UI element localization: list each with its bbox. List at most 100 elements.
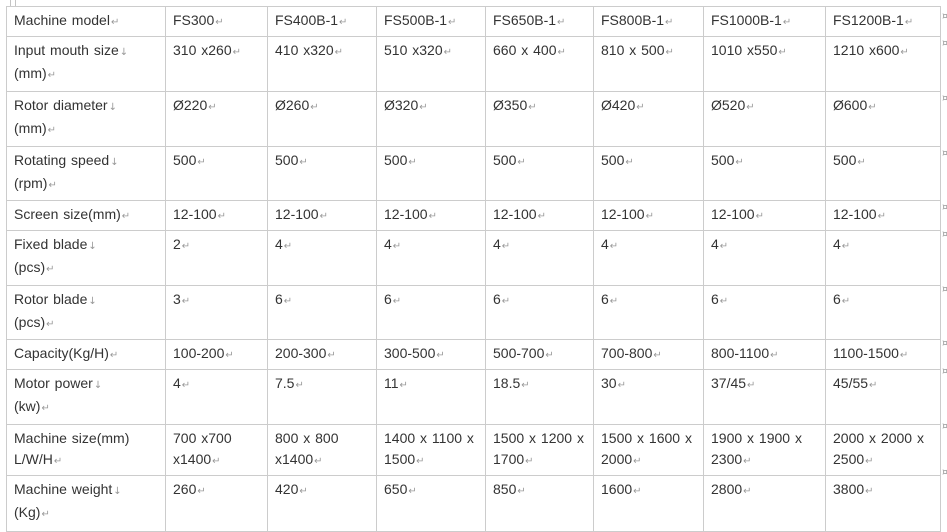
table-row-input-mouth-size: Input mouth size↓ (mm)↵ 310 x260↵ 410 x320↵… — [6, 36, 941, 92]
cell-text: 30 — [601, 375, 617, 391]
row-end-mark: ¤ — [942, 338, 947, 349]
cell-screen-size-col7: 12-100↵ — [825, 200, 941, 231]
cell-text: Ø220 — [173, 97, 208, 113]
cell-text: 4 — [173, 375, 181, 391]
paragraph-mark: ↵ — [215, 17, 224, 28]
cell-machine-size-col5: 1500 x 1600 x 2000↵ — [593, 424, 704, 476]
paragraph-mark: ↵ — [537, 211, 546, 222]
paragraph-mark: ↵ — [877, 211, 886, 222]
cell-text: 6 — [601, 291, 609, 307]
paragraph-mark: ↵ — [501, 241, 511, 252]
paragraph-mark: ↵ — [528, 102, 537, 113]
paragraph-mark: ↵ — [339, 17, 348, 28]
cell-text: (Kg) — [14, 504, 41, 520]
paragraph-mark: ↵ — [408, 486, 417, 497]
cell-text: 1210 x600 — [833, 42, 900, 58]
cell-text: 11 — [384, 375, 399, 391]
paragraph-mark: ↵ — [443, 47, 452, 58]
paragraph-mark: ↵ — [299, 157, 308, 168]
paragraph-mark: ↵ — [517, 486, 526, 497]
row-label-motor-power: Motor power↓ (kw)↵ — [6, 369, 166, 425]
cell-machine-size-col1: 700 x700 x1400↵ — [165, 424, 268, 476]
cell-rotor-blade-col4: 6↵ — [485, 285, 594, 340]
cell-fixed-blade-col7: 4↵ — [825, 230, 941, 286]
paragraph-mark: ↵ — [746, 102, 755, 113]
paragraph-mark: ↵ — [319, 211, 328, 222]
cell-screen-size-col2: 12-100↵ — [267, 200, 377, 231]
paragraph-mark: ↵ — [283, 241, 293, 252]
cell-machine-size-col7: 2000 x 2000 x 2500↵ — [825, 424, 941, 476]
paragraph-mark: ↵ — [719, 241, 729, 252]
cell-text: (pcs) — [14, 314, 46, 330]
cell-text: 800 x 800 x1400 — [275, 430, 339, 467]
cell-machine-weight-col5: 1600↵ — [593, 475, 704, 532]
row-label-rotating-speed: Rotating speed↓ (rpm)↵ — [6, 146, 166, 201]
cell-rotor-diameter-col2: Ø260↵ — [267, 91, 377, 147]
table-row-machine-weight: Machine weight↓ (Kg)↵ 260↵ 420↵ 650↵ 850↵ 1600… — [6, 475, 941, 532]
cell-machine-model-col2: FS400B-1↵ — [267, 6, 377, 37]
cell-machine-weight-col7: 3800↵ — [825, 475, 941, 532]
cell-text: Screen size(mm) — [14, 206, 121, 222]
cell-text: 2800 — [711, 481, 743, 497]
cell-text: 500 — [493, 152, 517, 168]
cell-text: 300-500 — [384, 345, 436, 361]
table-row-rotating-speed: Rotating speed↓ (rpm)↵ 500↵ 500↵ 500↵ 500↵ 500… — [6, 146, 941, 201]
cell-capacity-col5: 700-800↵ — [593, 339, 704, 370]
cell-text: 1500 x 1200 x 1700 — [493, 430, 584, 467]
table-row-rotor-blade: Rotor blade↓ (pcs)↵ 3↵ 6↵ 6↵ 6↵ 6↵ 6↵ 6↵ — [6, 285, 941, 340]
cell-machine-model-col5: FS800B-1↵ — [593, 6, 704, 37]
cell-text: 1900 x 1900 x 2300 — [711, 430, 802, 467]
paragraph-mark: ↵ — [212, 456, 221, 467]
cell-text: 500 — [275, 152, 299, 168]
cell-machine-model-col3: FS500B-1↵ — [376, 6, 486, 37]
cell-fixed-blade-col6: 4↵ — [703, 230, 826, 286]
row-label-rotor-blade: Rotor blade↓ (pcs)↵ — [6, 285, 166, 340]
paragraph-mark: ↵ — [436, 350, 445, 361]
cell-text: (kw) — [14, 398, 41, 414]
cell-capacity-col4: 500-700↵ — [485, 339, 594, 370]
cell-text: Capacity(Kg/H) — [14, 345, 109, 361]
cell-text: (rpm) — [14, 175, 48, 191]
cell-machine-size-col6: 1900 x 1900 x 2300↵ — [703, 424, 826, 476]
cell-text: 700 x700 x1400 — [173, 430, 232, 467]
cell-text: Ø420 — [601, 97, 636, 113]
paragraph-mark: ↵ — [636, 102, 645, 113]
cell-text: FS1200B-1 — [833, 12, 904, 28]
cell-text: 45/55 — [833, 375, 869, 391]
cell-text: 410 x320 — [275, 42, 334, 58]
table-row-fixed-blade: Fixed blade↓ (pcs)↵ 2↵ 4↵ 4↵ 4↵ 4↵ 4↵ 4↵ — [6, 230, 941, 286]
cell-capacity-col3: 300-500↵ — [376, 339, 486, 370]
cell-text: 1010 x550 — [711, 42, 778, 58]
row-end-mark: ¤ — [942, 202, 947, 213]
cell-text: Ø260 — [275, 97, 310, 113]
cell-text: (mm) — [14, 120, 47, 136]
paragraph-mark: ↵ — [665, 17, 674, 28]
cell-motor-power-col3: 11↵ — [376, 369, 486, 425]
cell-text: 310 x260 — [173, 42, 232, 58]
paragraph-mark: ↵ — [609, 296, 619, 307]
cell-text: FS650B-1 — [493, 12, 557, 28]
paragraph-mark: ↵ — [770, 350, 779, 361]
cell-rotating-speed-col1: 500↵ — [165, 146, 268, 201]
row-label-screen-size: Screen size(mm)↵ — [6, 200, 166, 231]
cell-rotating-speed-col2: 500↵ — [267, 146, 377, 201]
paragraph-mark: ↵ — [609, 241, 619, 252]
paragraph-mark: ↵ — [109, 350, 119, 361]
paragraph-mark: ↵ — [314, 456, 323, 467]
cell-text: 4 — [275, 236, 283, 252]
cell-fixed-blade-col2: 4↵ — [267, 230, 377, 286]
cell-rotating-speed-col3: 500↵ — [376, 146, 486, 201]
row-label-capacity: Capacity(Kg/H)↵ — [6, 339, 166, 370]
cell-fixed-blade-col4: 4↵ — [485, 230, 594, 286]
cell-text: 500 — [711, 152, 735, 168]
paragraph-mark: ↵ — [517, 157, 526, 168]
paragraph-mark: ↵ — [865, 456, 874, 467]
cell-screen-size-col6: 12-100↵ — [703, 200, 826, 231]
cell-input-mouth-size-col4: 660 x 400↵ — [485, 36, 594, 92]
paragraph-mark: ↵ — [299, 486, 308, 497]
paragraph-mark: ↵ — [653, 350, 662, 361]
paragraph-mark: ↵ — [419, 102, 428, 113]
table-row-rotor-diameter: Rotor diameter↓ (mm)↵ Ø220↵ Ø260↵ Ø320↵ Ø350↵… — [6, 91, 941, 147]
cell-text: Input mouth size — [14, 42, 119, 58]
cell-text: Rotor diameter — [14, 97, 108, 113]
